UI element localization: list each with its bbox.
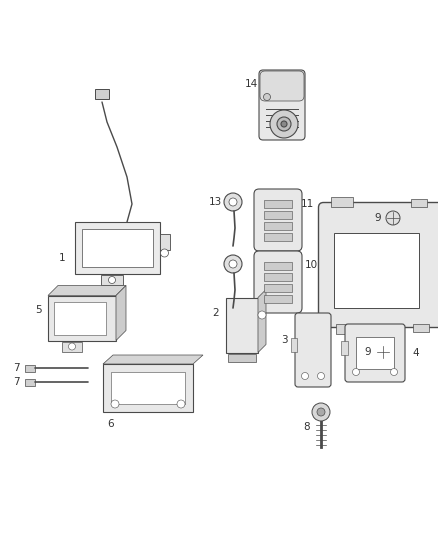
Circle shape [391, 368, 398, 376]
Bar [95, 89, 109, 99]
Bar [101, 275, 123, 285]
Bar [264, 222, 292, 230]
Bar [264, 233, 292, 241]
Circle shape [68, 343, 75, 350]
Circle shape [160, 249, 169, 257]
Text: 6: 6 [108, 419, 114, 429]
Polygon shape [116, 286, 126, 341]
Bar [340, 341, 347, 355]
Circle shape [386, 211, 400, 225]
Bar [62, 342, 82, 351]
Circle shape [258, 311, 266, 319]
Polygon shape [48, 286, 126, 295]
Bar [264, 262, 292, 270]
Bar [413, 324, 428, 332]
Bar [356, 337, 394, 369]
Circle shape [301, 373, 308, 379]
Text: 1: 1 [59, 253, 66, 263]
Circle shape [270, 110, 298, 138]
Text: 7: 7 [13, 377, 19, 387]
FancyBboxPatch shape [345, 324, 405, 382]
Circle shape [312, 403, 330, 421]
Bar [264, 200, 292, 208]
Text: 11: 11 [300, 199, 314, 209]
Circle shape [111, 400, 119, 408]
FancyBboxPatch shape [295, 313, 331, 387]
FancyBboxPatch shape [259, 70, 305, 140]
Bar [111, 372, 185, 404]
Circle shape [109, 277, 116, 284]
Bar [54, 302, 106, 335]
Bar [331, 197, 353, 206]
Bar [48, 295, 116, 341]
Bar [264, 211, 292, 219]
FancyBboxPatch shape [254, 251, 302, 313]
FancyBboxPatch shape [254, 189, 302, 251]
Bar [74, 222, 159, 274]
Bar [333, 232, 418, 308]
Text: 2: 2 [213, 308, 219, 318]
Circle shape [376, 345, 390, 359]
Bar [264, 284, 292, 292]
Bar [264, 295, 292, 303]
Text: 13: 13 [208, 197, 222, 207]
Text: 3: 3 [281, 335, 287, 345]
Text: 9: 9 [374, 213, 381, 223]
Text: 5: 5 [35, 305, 41, 315]
Circle shape [281, 121, 287, 127]
Circle shape [353, 368, 360, 376]
Text: 8: 8 [304, 422, 310, 432]
Bar [228, 353, 256, 361]
Bar [264, 273, 292, 281]
Circle shape [317, 408, 325, 416]
Circle shape [229, 260, 237, 268]
Bar [291, 338, 297, 352]
Text: 4: 4 [413, 348, 419, 358]
Bar [226, 297, 258, 352]
Bar [410, 198, 427, 206]
Bar [25, 378, 35, 385]
Bar [159, 234, 170, 250]
Bar [25, 365, 35, 372]
Circle shape [229, 198, 237, 206]
Circle shape [264, 93, 271, 101]
Circle shape [224, 193, 242, 211]
FancyBboxPatch shape [318, 203, 438, 327]
Text: 9: 9 [365, 347, 371, 357]
Polygon shape [103, 355, 203, 364]
Polygon shape [258, 289, 266, 352]
Bar [103, 364, 193, 412]
Bar [81, 229, 152, 267]
Circle shape [224, 255, 242, 273]
Circle shape [177, 400, 185, 408]
Circle shape [277, 117, 291, 131]
Bar [336, 324, 356, 334]
Text: 7: 7 [13, 363, 19, 373]
Text: 14: 14 [244, 79, 258, 89]
Text: 10: 10 [305, 260, 318, 270]
FancyBboxPatch shape [260, 71, 304, 101]
Circle shape [318, 373, 325, 379]
